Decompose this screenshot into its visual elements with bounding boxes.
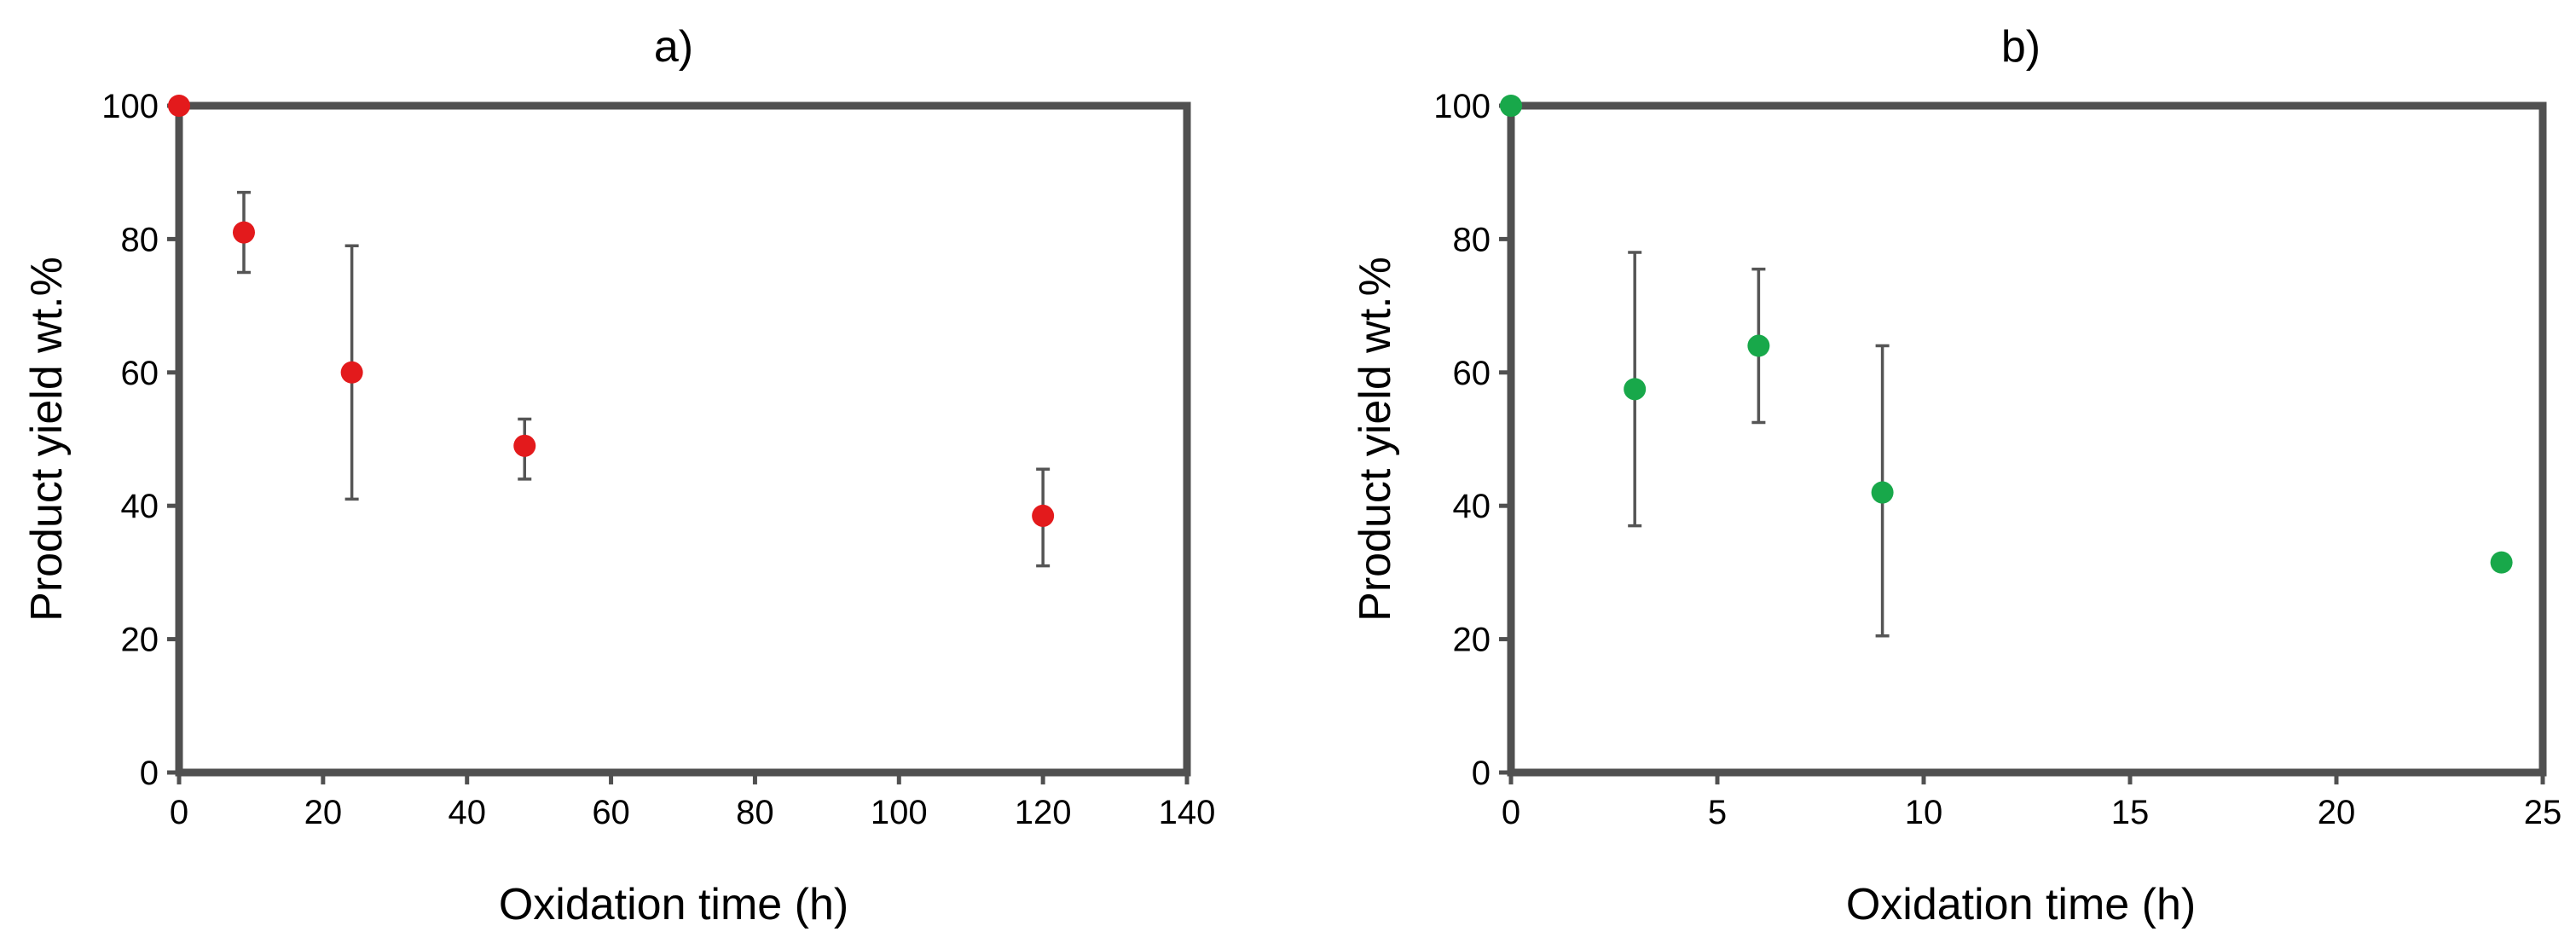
plot-frame: [175, 101, 1191, 777]
y-axis-label: Product yield wt.%: [1351, 257, 1400, 622]
y-tick-label: 80: [121, 221, 159, 258]
y-tick-label: 100: [101, 88, 159, 125]
data-point: [168, 95, 190, 117]
x-tick-label: 120: [1015, 794, 1072, 831]
data-point: [2490, 551, 2513, 574]
x-tick-label: 20: [2318, 794, 2356, 831]
data-point: [1871, 481, 1894, 504]
x-tick-label: 0: [1502, 794, 1520, 831]
tick-layer: 0 20 40 60 80 100 0 20 40 60 80 100 120 140: [101, 88, 1215, 831]
plot-frame: [1507, 101, 2547, 777]
x-tick-label: 5: [1708, 794, 1727, 831]
y-tick-label: 60: [1453, 355, 1491, 392]
y-tick-label: 20: [1453, 622, 1491, 659]
x-tick-label: 10: [1905, 794, 1943, 831]
data-point: [1500, 95, 1522, 117]
y-tick-label: 0: [1472, 755, 1491, 792]
chart-panel-b: b) 0 20 40 60 80 100 0 5 10 15 20 25 Oxidation time…: [1351, 22, 2562, 929]
x-tick-label: 100: [871, 794, 928, 831]
chart-title: a): [654, 22, 693, 72]
y-tick-label: 80: [1453, 221, 1491, 258]
data-point: [1032, 504, 1055, 527]
x-tick-label: 80: [736, 794, 774, 831]
y-tick-label: 40: [1453, 488, 1491, 525]
x-axis-label: Oxidation time (h): [1846, 880, 2196, 929]
chart-panel-a: a) 0 20 40 60 80 100 0 20 40 60 80 100 120 140 Oxidat…: [22, 22, 1215, 929]
x-tick-label: 140: [1159, 794, 1216, 831]
y-axis-label: Product yield wt.%: [22, 257, 72, 622]
y-tick-label: 100: [1433, 88, 1491, 125]
data-point: [340, 361, 363, 384]
x-tick-label: 15: [2111, 794, 2150, 831]
x-tick-label: 40: [448, 794, 486, 831]
y-tick-label: 0: [140, 755, 159, 792]
x-tick-label: 20: [304, 794, 343, 831]
data-point: [1624, 378, 1647, 401]
chart-title: b): [2001, 22, 2041, 72]
y-tick-label: 60: [121, 355, 159, 392]
tick-layer: 0 20 40 60 80 100 0 5 10 15 20 25: [1433, 88, 2562, 831]
data-point: [232, 221, 255, 244]
x-tick-label: 25: [2524, 794, 2562, 831]
y-tick-label: 20: [121, 622, 159, 659]
x-tick-label: 0: [170, 794, 188, 831]
x-tick-label: 60: [592, 794, 630, 831]
data-point: [513, 434, 536, 457]
x-axis-label: Oxidation time (h): [499, 880, 848, 929]
y-tick-label: 40: [121, 488, 159, 525]
data-point: [1747, 334, 1770, 357]
data-layer: [168, 95, 1055, 568]
data-layer: [1500, 95, 2513, 638]
